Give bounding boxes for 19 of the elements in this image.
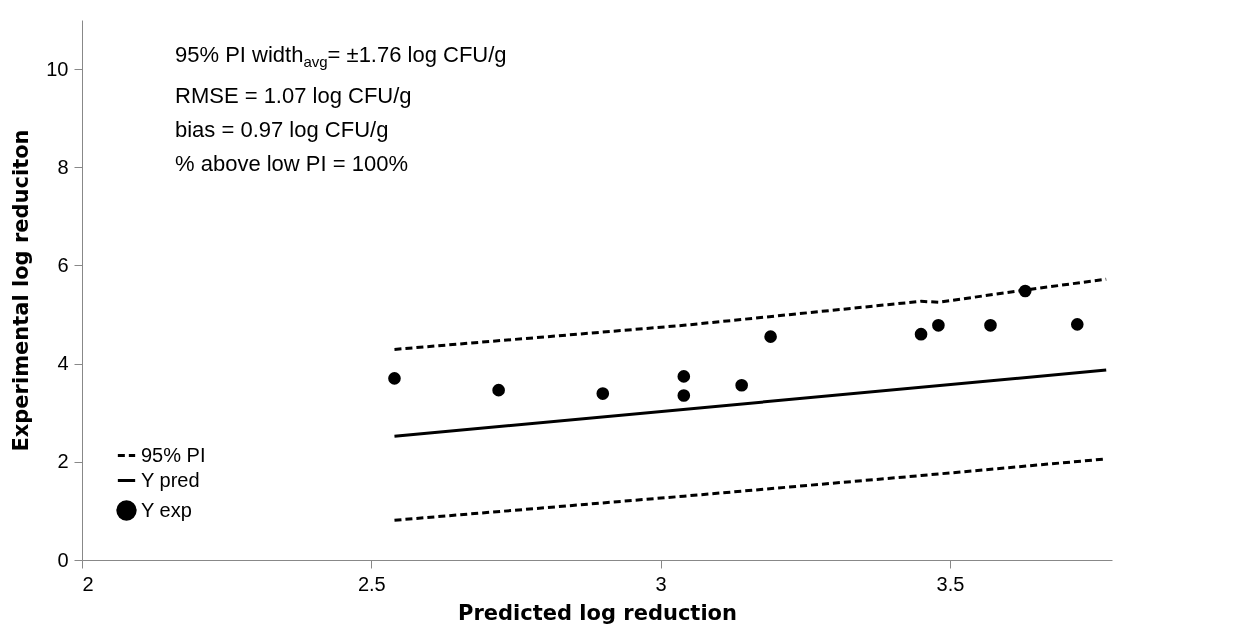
- y-tick-label: 4: [57, 352, 69, 375]
- y-axis-title: Experimental log reduciton: [9, 129, 34, 452]
- annotation: RMSE = 1.07 log CFU/g: [175, 82, 413, 111]
- legend-label: Y pred: [141, 468, 200, 491]
- x-tick-label: 3: [655, 572, 667, 595]
- x-tick-label: 2: [82, 572, 94, 595]
- y-tick-label: 8: [57, 155, 69, 178]
- y-tick-label: 6: [57, 253, 69, 276]
- y-tick-label: 0: [57, 548, 69, 571]
- y-tick-label: 10: [46, 57, 69, 80]
- annotation: % above low PI = 100%: [175, 150, 409, 179]
- legend-label: Y exp: [141, 498, 192, 521]
- legend-label: 95% PI: [141, 443, 206, 466]
- y-tick-label: 2: [57, 450, 69, 473]
- x-tick-label: 2.5: [357, 572, 386, 595]
- annotation: 95% PI width$_{avg}$= ±1.76 log CFU/g: [175, 41, 507, 73]
- x-axis-title: Predicted log reduction: [458, 600, 737, 625]
- annotation: bias = 0.97 log CFU/g: [175, 116, 390, 145]
- x-tick-label: 3.5: [936, 572, 965, 595]
